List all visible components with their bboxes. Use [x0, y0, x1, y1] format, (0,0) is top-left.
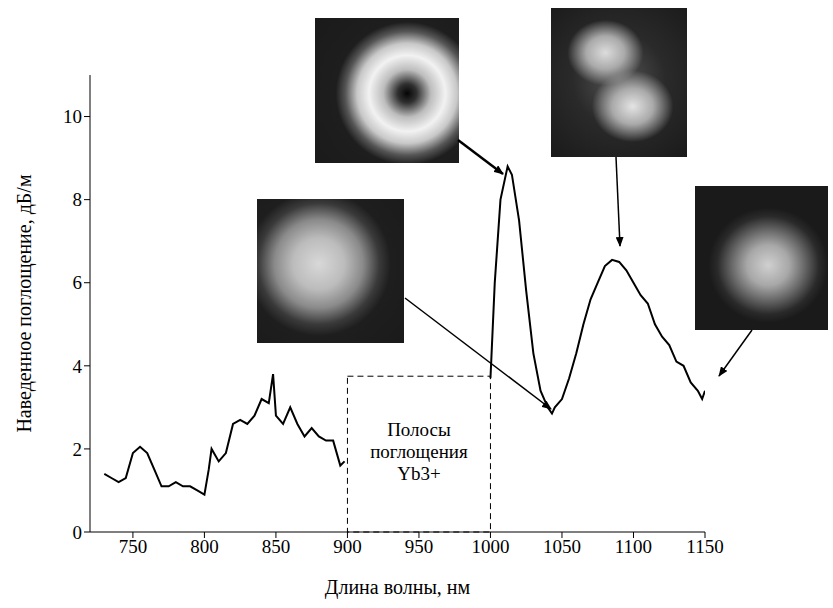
svg-text:1150: 1150: [686, 536, 723, 557]
svg-text:10: 10: [63, 106, 82, 127]
svg-text:Наведенное поглощение, дБ/м: Наведенное поглощение, дБ/м: [13, 174, 36, 432]
svg-text:900: 900: [333, 536, 362, 557]
svg-text:4: 4: [73, 356, 83, 377]
svg-text:8: 8: [73, 189, 83, 210]
svg-text:950: 950: [405, 536, 434, 557]
svg-text:750: 750: [119, 536, 148, 557]
svg-text:1000: 1000: [471, 536, 509, 557]
svg-text:ПолосыпоглощенияYb3+: ПолосыпоглощенияYb3+: [370, 419, 468, 484]
svg-text:2: 2: [73, 439, 83, 460]
svg-text:800: 800: [190, 536, 219, 557]
svg-text:1100: 1100: [615, 536, 652, 557]
svg-text:1050: 1050: [543, 536, 581, 557]
svg-text:0: 0: [73, 522, 83, 543]
svg-text:850: 850: [262, 536, 291, 557]
svg-text:6: 6: [73, 272, 83, 293]
svg-text:Длина волны, нм: Длина волны, нм: [325, 576, 471, 599]
